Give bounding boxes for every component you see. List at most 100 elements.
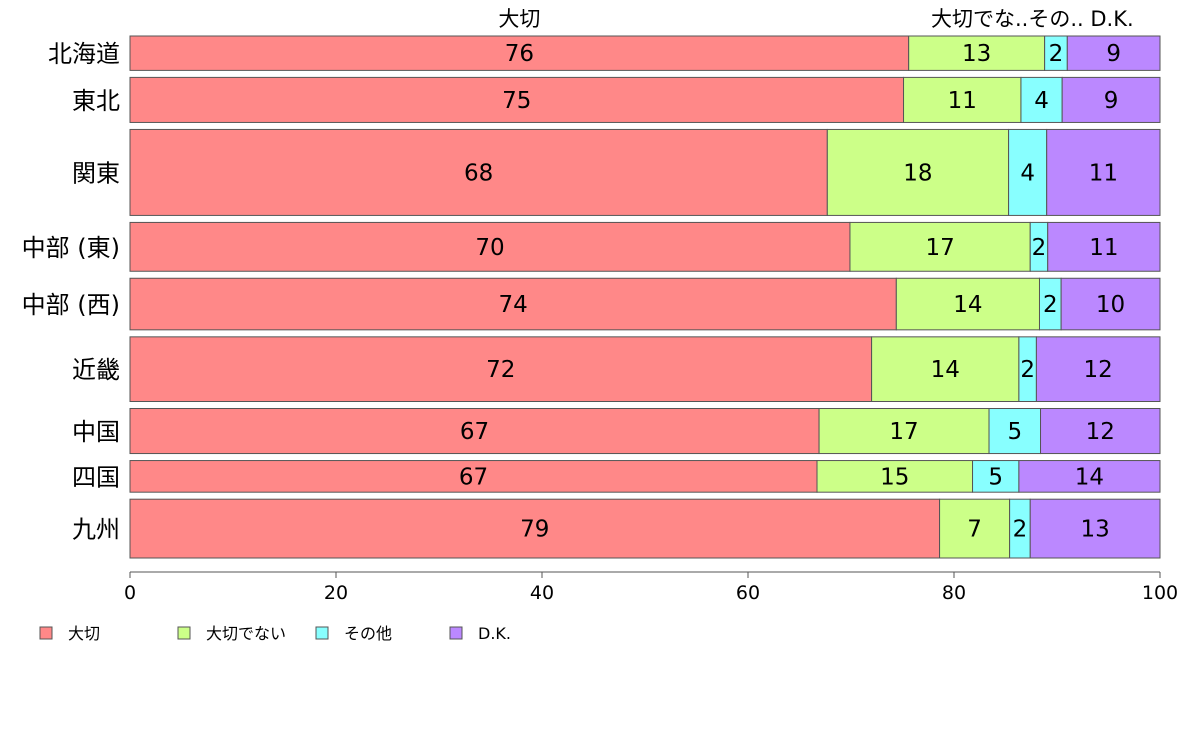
bar-row: 79 7 2 13	[129, 498, 1161, 559]
bar-row: 67 17 5 12	[129, 407, 1161, 455]
legend-swatch	[177, 626, 191, 640]
bar-row: 70 17 2 11	[129, 221, 1161, 272]
data-label: 9	[1104, 88, 1119, 114]
column-header-important: 大切	[498, 7, 540, 31]
bar-row: 72 14 2 12	[129, 336, 1161, 402]
bar-row: 74 14 2 10	[129, 277, 1161, 331]
data-label: 11	[1089, 160, 1118, 186]
data-label: 72	[486, 357, 515, 383]
data-label: 2	[1020, 357, 1035, 383]
bar-segment	[129, 76, 905, 123]
legend-swatch	[449, 626, 463, 640]
category-label: 四国	[72, 463, 120, 491]
column-header-labels: 大切 大切でな..その.. D.K.	[498, 7, 1133, 31]
bar-segment	[129, 336, 873, 402]
bar-segment	[871, 336, 1020, 402]
data-label: 12	[1086, 419, 1115, 445]
data-label: 67	[459, 464, 488, 490]
data-label: 2	[1032, 235, 1047, 261]
data-label: 9	[1106, 41, 1121, 67]
bar-segment	[129, 35, 910, 71]
data-label: 70	[475, 235, 504, 261]
legend-label: 大切	[68, 624, 100, 643]
data-label: 5	[988, 464, 1003, 490]
category-label: 中部 (西)	[22, 291, 120, 319]
bar-row: 75 11 4 9	[129, 76, 1161, 123]
legend-swatch	[39, 626, 53, 640]
bar-segment	[1018, 460, 1161, 493]
bar-segment	[1035, 336, 1161, 402]
bar-segment	[1029, 498, 1161, 559]
data-label: 79	[520, 517, 549, 543]
bar-segment	[826, 128, 1010, 216]
bar-segment	[818, 407, 990, 455]
bar-segment	[849, 221, 1031, 272]
data-label: 5	[1007, 419, 1022, 445]
category-label: 近畿	[72, 356, 120, 384]
category-label: 東北	[72, 87, 120, 115]
bar-segment	[939, 498, 1011, 559]
data-label: 11	[1089, 235, 1118, 261]
data-label: 67	[460, 419, 489, 445]
data-label: 2	[1049, 41, 1064, 67]
bar-segment	[1008, 128, 1048, 216]
data-label: 11	[948, 88, 977, 114]
data-label: 74	[499, 292, 528, 318]
legend-label: その他	[344, 624, 392, 643]
legend-label: 大切でない	[206, 624, 286, 643]
legend: 大切 大切でない その他 D.K.	[39, 624, 511, 643]
legend-swatch	[315, 626, 329, 640]
bar-segment	[816, 460, 974, 493]
category-label: 北海道	[48, 40, 120, 68]
data-label: 18	[903, 160, 932, 186]
data-label: 13	[962, 41, 991, 67]
data-label: 2	[1043, 292, 1058, 318]
data-label: 2	[1013, 517, 1028, 543]
data-label: 12	[1084, 357, 1113, 383]
data-label: 17	[889, 419, 918, 445]
legend-item: 大切でない	[177, 624, 286, 643]
bar-segment	[129, 498, 941, 559]
bar-segment	[129, 221, 851, 272]
data-label: 15	[880, 464, 909, 490]
bar-row: 67 15 5 14	[129, 460, 1161, 493]
data-label: 76	[505, 41, 534, 67]
data-label: 4	[1034, 88, 1049, 114]
bar-segment	[972, 460, 1020, 493]
x-tick-label: 40	[530, 582, 554, 604]
data-label: 14	[953, 292, 982, 318]
category-label: 関東	[72, 159, 120, 187]
x-tick-label: 20	[324, 582, 348, 604]
bar-segment	[903, 76, 1022, 123]
legend-item: D.K.	[449, 624, 511, 643]
bar-row: 76 13 2 9	[129, 35, 1161, 71]
x-tick-label: 60	[736, 582, 760, 604]
bars-group: 76 13 2 9 75 11 4 9 68 18 4 11 70 17 2 11 74 14 2 10 72 14 2 12…	[129, 35, 1161, 559]
data-label: 68	[464, 160, 493, 186]
category-label: 中部 (東)	[22, 234, 120, 262]
bar-segment	[1020, 76, 1063, 123]
x-tick-label: 0	[124, 582, 136, 604]
data-label: 17	[925, 235, 954, 261]
bar-segment	[129, 128, 828, 216]
category-label: 中国	[72, 418, 120, 446]
bar-segment	[1066, 35, 1161, 71]
legend-label: D.K.	[478, 624, 511, 643]
bar-segment	[1040, 407, 1161, 455]
bar-segment	[908, 35, 1046, 71]
data-label: 4	[1020, 160, 1035, 186]
bar-segment	[129, 407, 820, 455]
x-axis: 0 20 40 60 80 100	[124, 571, 1178, 604]
x-tick-label: 100	[1142, 582, 1178, 604]
legend-item: その他	[315, 624, 392, 643]
legend-item: 大切	[39, 624, 100, 643]
data-label: 14	[931, 357, 960, 383]
category-label: 九州	[72, 516, 120, 544]
bar-segment	[1046, 128, 1161, 216]
data-label: 10	[1096, 292, 1125, 318]
data-label: 75	[502, 88, 531, 114]
data-label: 13	[1080, 517, 1109, 543]
column-header-others: 大切でな..その.. D.K.	[931, 7, 1134, 31]
